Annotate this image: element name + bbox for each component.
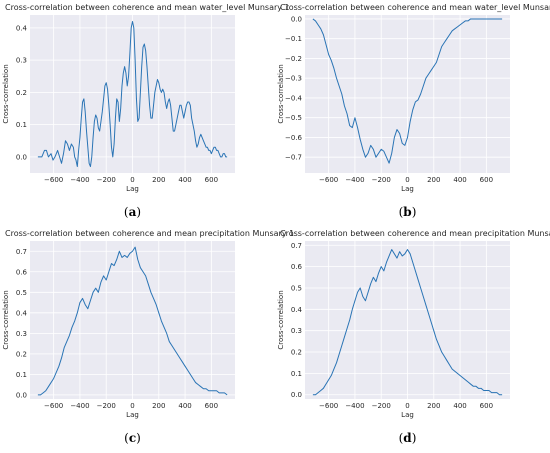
y-tick-label: 0.6 [16,268,28,276]
chart-b: Cross-correlation between coherence and … [277,3,550,219]
x-tick-label: 200 [427,176,440,184]
x-tick-label: −400 [70,176,89,184]
panel-d: Cross-correlation between coherence and … [275,226,550,452]
x-tick-label: 0 [405,176,409,184]
chart-title: Cross-correlation between coherence and … [5,229,294,238]
y-tick-label: 0.0 [291,391,302,399]
chart-title: Cross-correlation between coherence and … [5,3,290,12]
panel-label: (a) [124,205,141,219]
x-tick-label: 400 [178,176,191,184]
y-tick-label: 0.5 [16,289,27,297]
y-tick-label: −0.1 [285,35,302,43]
x-tick-label: 600 [480,176,493,184]
y-tick-label: 0.6 [291,263,303,271]
x-tick-label: 200 [427,402,440,410]
series-line [312,18,503,164]
y-tick-label: 0.1 [291,370,302,378]
y-tick-label: 0.5 [291,284,302,292]
x-tick-label: 200 [152,402,165,410]
y-tick-label: −0.4 [285,94,303,102]
y-tick-label: 0.0 [291,15,302,23]
x-tick-label: 600 [480,402,493,410]
y-axis-label: Cross-correlation [2,290,10,349]
x-tick-label: 400 [453,402,466,410]
y-tick-label: −0.7 [285,154,302,162]
x-axis-label: Lag [401,185,414,193]
series-line [37,20,228,168]
x-tick-label: −200 [372,176,391,184]
y-tick-label: 0.0 [16,153,27,161]
chart-c: Cross-correlation between coherence and … [2,229,294,445]
panel-label: (c) [124,431,141,445]
y-tick-label: 0.7 [291,242,302,250]
panel-a: Cross-correlation between coherence and … [0,0,290,226]
y-axis-label: Cross-correlation [2,64,10,123]
x-axis-label: Lag [126,411,139,419]
y-tick-label: 0.3 [16,330,27,338]
x-tick-label: 0 [130,402,134,410]
y-tick-label: 0.2 [16,89,27,97]
panel-label: (d) [399,431,417,445]
x-tick-label: −600 [319,402,338,410]
x-tick-label: 0 [405,402,409,410]
series-line [37,246,228,396]
chart-title: Cross-correlation between coherence and … [280,229,550,238]
x-tick-label: −400 [345,402,364,410]
y-tick-label: −0.3 [285,75,302,83]
x-tick-label: −600 [319,176,338,184]
y-tick-label: 0.3 [16,57,27,65]
x-tick-label: −200 [97,402,116,410]
x-tick-label: −200 [97,176,116,184]
y-axis-label: Cross-correlation [277,64,285,123]
y-tick-label: 0.7 [16,248,27,256]
y-tick-label: −0.2 [285,55,302,63]
x-tick-label: −400 [70,402,89,410]
y-axis-label: Cross-correlation [277,290,285,349]
y-tick-label: 0.2 [291,349,302,357]
x-axis-label: Lag [401,411,414,419]
x-tick-label: 0 [130,176,134,184]
chart-d: Cross-correlation between coherence and … [277,229,550,445]
panel-c: Cross-correlation between coherence and … [0,226,294,452]
y-tick-label: 0.0 [16,391,27,399]
x-tick-label: 600 [205,402,218,410]
x-tick-label: 400 [453,176,466,184]
chart-title: Cross-correlation between coherence and … [280,3,550,12]
y-tick-label: 0.4 [291,306,303,314]
x-tick-label: −600 [44,176,63,184]
x-tick-label: −600 [44,402,63,410]
y-tick-label: 0.1 [16,371,27,379]
y-tick-label: −0.5 [285,114,302,122]
y-tick-label: 0.4 [16,309,28,317]
x-tick-label: 200 [152,176,165,184]
y-tick-label: 0.1 [16,121,27,129]
panel-b: Cross-correlation between coherence and … [275,0,550,226]
series-line [312,249,503,396]
x-axis-label: Lag [126,185,139,193]
y-tick-label: 0.4 [16,24,28,32]
x-tick-label: 400 [178,402,191,410]
y-tick-label: 0.2 [16,350,27,358]
x-tick-label: −400 [345,176,364,184]
x-tick-label: −200 [372,402,391,410]
panel-label: (b) [399,205,417,219]
chart-a: Cross-correlation between coherence and … [2,3,290,219]
x-tick-label: 600 [205,176,218,184]
y-tick-label: −0.6 [285,134,303,142]
y-tick-label: 0.3 [291,327,302,335]
